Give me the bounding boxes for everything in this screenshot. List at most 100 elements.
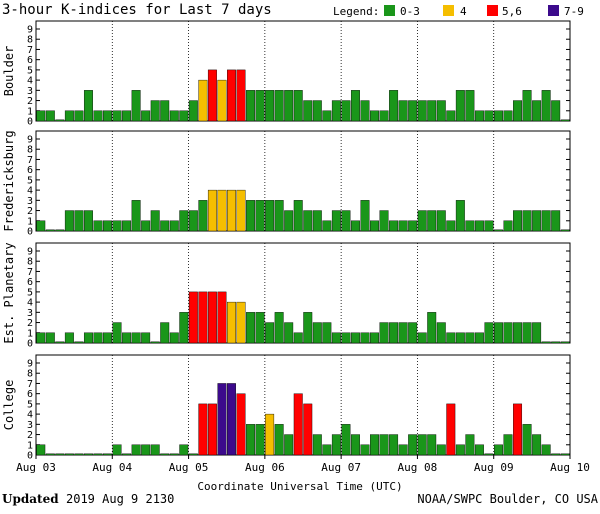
kp-bar [503, 322, 513, 344]
y-tick-label: 7 [27, 45, 33, 56]
kp-bar [465, 90, 475, 122]
kp-bar [494, 322, 503, 344]
kp-bar [455, 90, 465, 122]
kp-bar [551, 341, 561, 344]
panel-frame [35, 242, 571, 344]
kp-bar [83, 210, 93, 232]
kp-bar [455, 332, 465, 344]
y-tick-label: 2 [27, 206, 33, 217]
y-tick-label: 9 [27, 25, 33, 36]
kp-bar [436, 322, 446, 344]
kp-bar [513, 210, 523, 232]
kp-bar [417, 100, 427, 122]
kp-bar [331, 100, 341, 122]
kp-bar [494, 229, 503, 232]
kp-bar [160, 453, 170, 456]
kp-bar [522, 424, 532, 456]
kp-bar [474, 220, 484, 232]
kp-bar [169, 220, 179, 232]
kp-bar [436, 210, 446, 232]
kp-bar [64, 110, 74, 122]
y-tick-label: 6 [27, 277, 33, 288]
kp-bar [522, 90, 532, 122]
y-tick-label: 1 [27, 440, 33, 451]
kp-bar [227, 383, 236, 456]
kp-bar [389, 220, 399, 232]
kp-bar [74, 110, 84, 122]
kp-bar [522, 322, 532, 344]
kp-bar [446, 110, 456, 122]
panel-label: Est. Planetary [2, 242, 16, 343]
kp-bar [303, 403, 313, 456]
kp-bar [217, 79, 227, 122]
kp-bar [350, 90, 360, 122]
kp-bar [322, 220, 332, 232]
kp-bar [274, 312, 284, 344]
legend-swatch-4 [443, 5, 454, 16]
legend-swatch-0-3 [384, 5, 395, 16]
y-tick-label: 8 [27, 145, 33, 156]
kp-bar [427, 312, 437, 344]
kp-bar [274, 90, 284, 122]
panel-label: College [2, 380, 16, 431]
kp-bar [293, 90, 303, 122]
kp-bar [265, 90, 275, 122]
y-tick-label: 4 [27, 76, 33, 87]
kp-bar [160, 322, 170, 344]
kp-bar [160, 220, 170, 232]
kp-bar [45, 110, 55, 122]
kp-bar [150, 444, 160, 456]
kp-bar [331, 210, 341, 232]
kp-bar [74, 453, 84, 456]
kp-bar [322, 322, 332, 344]
y-tick-label: 8 [27, 257, 33, 268]
kp-bar [360, 444, 370, 456]
kp-bar [341, 332, 351, 344]
kp-bar [551, 100, 561, 122]
kp-bar [227, 189, 236, 232]
kp-bar [131, 332, 141, 344]
kp-bar [207, 403, 217, 456]
kp-bar [188, 100, 198, 122]
kp-bar [341, 210, 351, 232]
x-tick-label: Aug 07 [321, 461, 361, 474]
kp-bar [141, 444, 151, 456]
panel-frame [35, 354, 571, 456]
kp-bar [265, 413, 275, 456]
kp-bar [188, 291, 198, 344]
kp-bar [122, 453, 132, 456]
kp-bar [541, 210, 551, 232]
kp-bar [83, 332, 93, 344]
kp-bar [484, 110, 494, 122]
kp-bar [150, 210, 160, 232]
y-tick-label: 2 [27, 430, 33, 441]
kp-bar [541, 341, 551, 344]
legend-item-7-9: 7-9 [564, 5, 584, 18]
kp-bar [265, 200, 275, 232]
kp-bar [379, 110, 389, 122]
kp-bar [207, 69, 217, 122]
kp-bar [560, 229, 570, 232]
kp-bar [83, 90, 93, 122]
y-tick-label: 8 [27, 35, 33, 46]
kp-bar [93, 453, 103, 456]
kp-bar [303, 210, 313, 232]
kp-bar [436, 100, 446, 122]
kp-bar [398, 220, 408, 232]
kp-bar [284, 322, 294, 344]
kp-bar [246, 424, 256, 456]
y-tick-label: 9 [27, 135, 33, 146]
kp-bar [55, 453, 65, 456]
kp-bar [446, 403, 456, 456]
panels: 0123456789Boulder0123456789Fredericksbur… [2, 20, 571, 462]
legend-item-4: 4 [460, 5, 467, 18]
kp-bar [141, 110, 151, 122]
kp-bar [379, 434, 389, 456]
y-tick-label: 5 [27, 65, 33, 76]
y-tick-label: 4 [27, 298, 33, 309]
kp-bar [255, 424, 265, 456]
kp-bar [408, 220, 418, 232]
kp-bar [398, 100, 408, 122]
